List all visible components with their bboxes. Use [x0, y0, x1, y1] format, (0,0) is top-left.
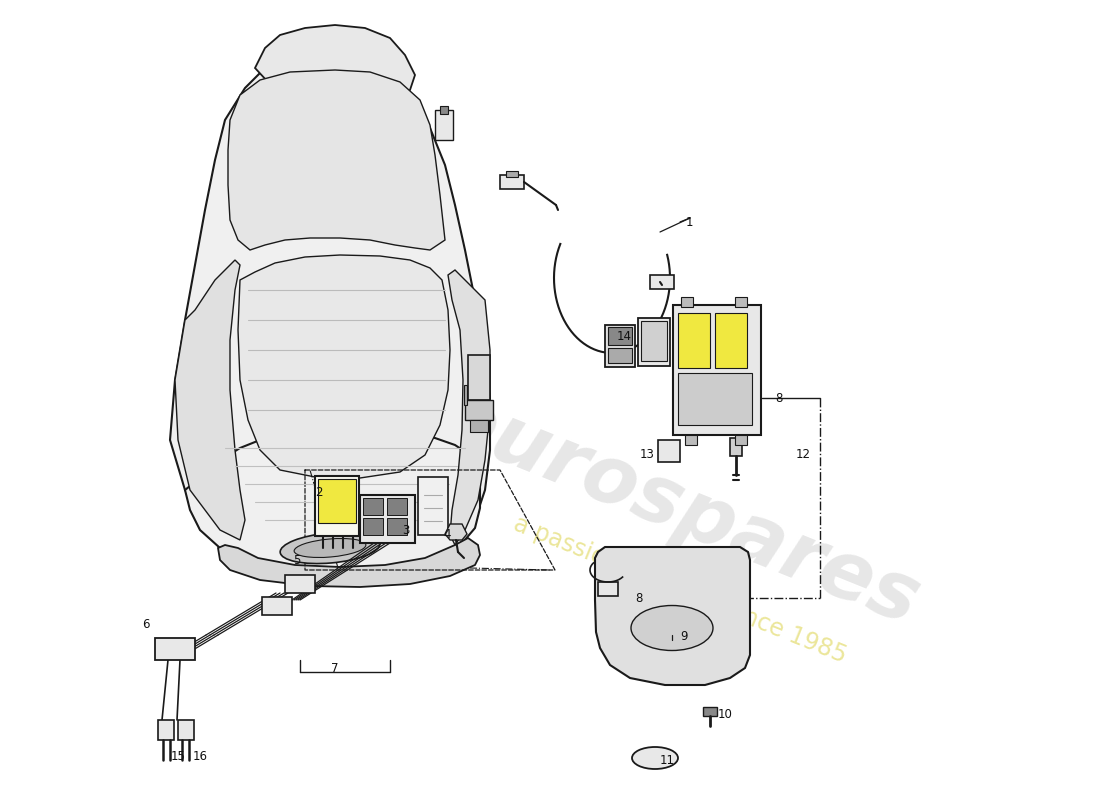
Bar [681, 297, 693, 307]
Bar [387, 498, 407, 515]
Polygon shape [446, 524, 468, 540]
Bar [468, 355, 490, 400]
Polygon shape [595, 547, 750, 685]
Bar [465, 400, 493, 420]
Text: a passion for parts since 1985: a passion for parts since 1985 [510, 512, 850, 668]
Text: 11: 11 [660, 754, 675, 766]
Bar [470, 420, 488, 432]
Bar [678, 373, 752, 425]
Text: 12: 12 [796, 447, 811, 461]
Bar [285, 575, 315, 593]
Text: 8: 8 [776, 391, 782, 405]
Bar [500, 175, 524, 189]
Text: eurospares: eurospares [429, 378, 931, 642]
Bar [605, 325, 635, 367]
Bar [703, 707, 717, 716]
Text: 3: 3 [403, 523, 410, 537]
Polygon shape [175, 260, 245, 540]
Bar [598, 582, 618, 596]
Polygon shape [255, 25, 415, 100]
Bar [650, 275, 674, 289]
Bar [730, 438, 743, 456]
Bar [638, 318, 670, 366]
Text: 5: 5 [293, 554, 300, 566]
Polygon shape [448, 270, 490, 545]
Bar [363, 518, 383, 535]
Bar [262, 597, 292, 615]
Ellipse shape [280, 533, 380, 563]
Polygon shape [185, 430, 480, 572]
Bar [363, 498, 383, 515]
Bar [685, 435, 697, 445]
Bar [608, 327, 632, 345]
Ellipse shape [631, 606, 713, 650]
Bar [158, 720, 174, 740]
Bar [506, 171, 518, 177]
Ellipse shape [632, 747, 678, 769]
Polygon shape [218, 538, 480, 587]
Bar [318, 479, 356, 523]
Bar [387, 518, 407, 535]
Polygon shape [228, 70, 446, 250]
Text: 10: 10 [718, 707, 733, 721]
Text: 8: 8 [635, 591, 642, 605]
Polygon shape [170, 58, 490, 570]
Bar [418, 477, 448, 535]
Text: 4: 4 [443, 529, 451, 542]
Bar [658, 440, 680, 462]
Bar [608, 348, 632, 363]
Bar [678, 313, 710, 368]
Bar [715, 313, 747, 368]
Bar [434, 110, 453, 140]
Text: 14: 14 [617, 330, 632, 343]
Text: 9: 9 [680, 630, 688, 643]
Text: 6: 6 [143, 618, 150, 631]
Bar [155, 638, 195, 660]
Bar [315, 476, 359, 536]
Bar [178, 720, 194, 740]
Text: 1: 1 [686, 215, 693, 229]
Text: 15: 15 [170, 750, 186, 763]
Text: 2: 2 [316, 486, 323, 498]
Bar [735, 435, 747, 445]
Bar [440, 106, 448, 114]
Text: 16: 16 [192, 750, 208, 763]
Text: 13: 13 [640, 449, 654, 462]
Polygon shape [238, 255, 450, 478]
Bar [673, 305, 761, 435]
Polygon shape [464, 385, 468, 405]
Bar [735, 297, 747, 307]
Ellipse shape [294, 538, 366, 558]
Text: 7: 7 [331, 662, 339, 674]
Bar [641, 321, 667, 361]
Bar [360, 495, 415, 543]
